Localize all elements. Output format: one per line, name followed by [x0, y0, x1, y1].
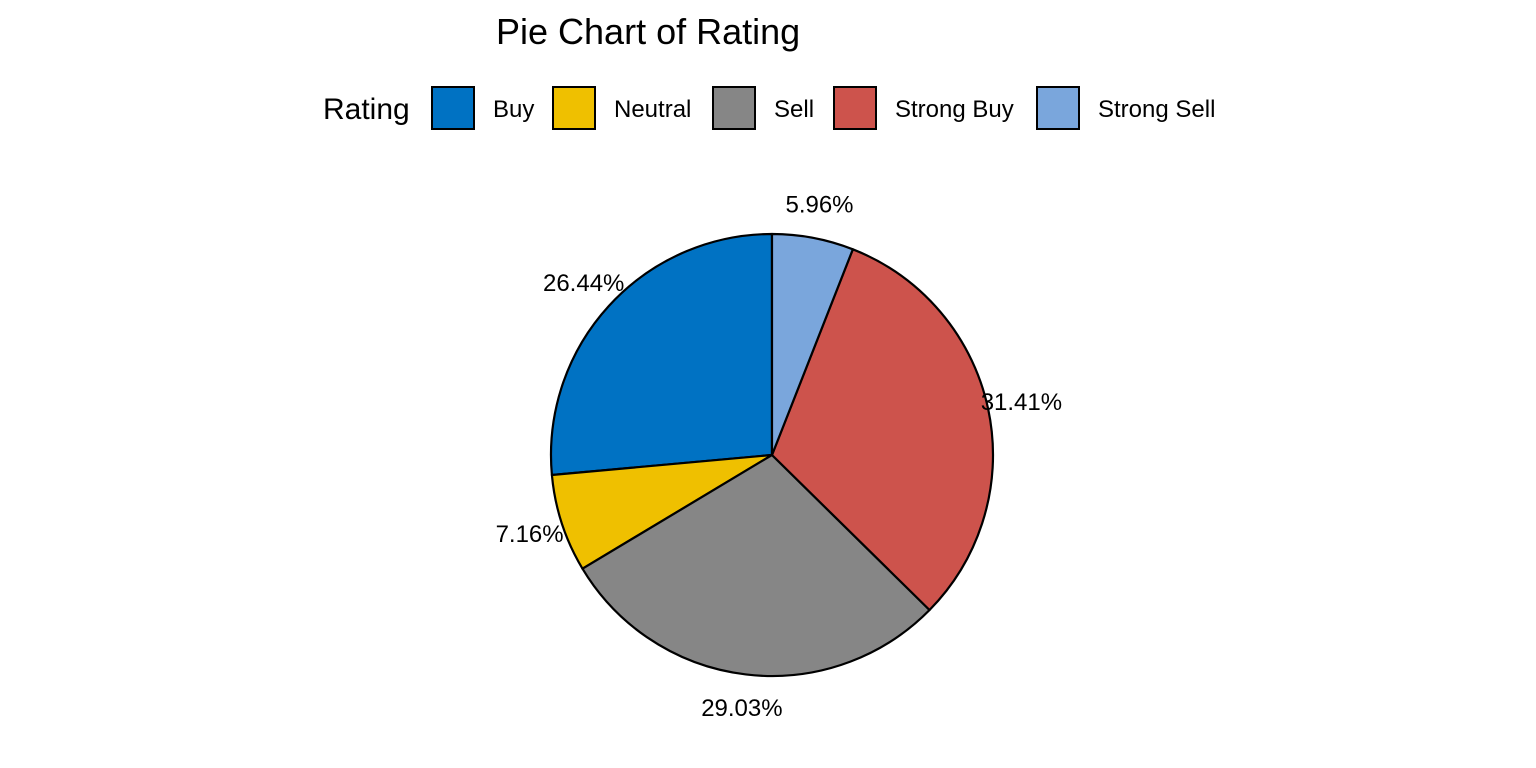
legend-item-strong-buy: Strong Buy [833, 86, 1014, 130]
pie-slice-neutral [550, 453, 774, 570]
legend-item-strong-sell: Strong Sell [1036, 86, 1215, 130]
legend-label: Strong Buy [895, 96, 1014, 123]
pie-slice-buy [549, 232, 774, 477]
slice-percent-label: 29.03% [701, 695, 782, 722]
legend-item-neutral: Neutral [552, 86, 691, 130]
slice-percent-label: 7.16% [496, 521, 564, 548]
legend-swatch [833, 86, 877, 130]
pie-slice-strong-sell [770, 232, 854, 457]
legend-swatch [431, 86, 475, 130]
legend-swatch [552, 86, 596, 130]
slice-percent-label: 26.44% [543, 270, 624, 297]
legend-swatch [1036, 86, 1080, 130]
legend-title: Rating [323, 93, 410, 126]
legend-label: Buy [493, 96, 534, 123]
legend-label: Strong Sell [1098, 96, 1215, 123]
legend-swatch [712, 86, 756, 130]
percent-labels: 26.44% 7.16% 29.03% 31.41% 5.96% [496, 192, 1063, 723]
pie [549, 232, 995, 678]
legend-item-buy: Buy [431, 86, 534, 130]
chart-title: Pie Chart of Rating [496, 11, 800, 52]
pie-slice-strong-buy [770, 248, 995, 612]
legend-label: Neutral [614, 96, 691, 123]
slice-percent-label: 5.96% [785, 192, 853, 219]
pie-slice-sell [581, 453, 931, 678]
slice-percent-label: 31.41% [981, 389, 1062, 416]
legend-item-sell: Sell [712, 86, 814, 130]
legend-label: Sell [774, 96, 814, 123]
legend: Rating Buy Neutral Sell Strong Buy Strong Se… [323, 86, 1215, 130]
